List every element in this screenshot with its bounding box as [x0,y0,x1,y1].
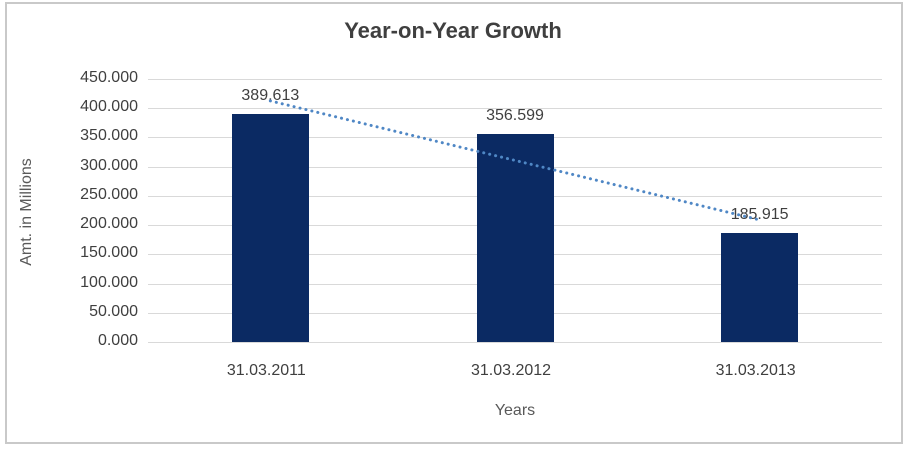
gridline [148,79,882,80]
bar-31.03.2013 [721,233,799,342]
y-tick-label: 150.000 [80,244,138,262]
y-tick-label: 400.000 [80,98,138,116]
x-tick-label: 31.03.2013 [715,362,796,379]
bar-31.03.2012 [476,133,554,342]
x-tick-label: 31.03.2012 [470,362,552,379]
y-tick-label: 350.000 [80,127,138,145]
y-tick-label: 450.000 [80,69,138,86]
chart-title: Year-on-Year Growth [344,18,562,43]
bar-data-label: 389.613 [241,87,300,105]
y-tick-label: 250.000 [80,185,138,203]
x-tick-label: 31.03.2011 [226,362,306,379]
y-tick-label: 0.000 [97,332,138,349]
y-tick-label: 200.000 [80,215,138,233]
bar-data-label: 185.915 [730,206,789,224]
y-tick-label: 50.000 [89,302,138,320]
y-tick-label: 300.000 [80,156,138,174]
chart-border-frame [5,2,903,444]
bar-31.03.2011 [231,114,309,342]
gridline [148,342,882,343]
y-tick-label: 100.000 [80,273,138,291]
x-axis-title: Years [494,402,536,419]
bar-data-label: 356.599 [486,106,544,124]
